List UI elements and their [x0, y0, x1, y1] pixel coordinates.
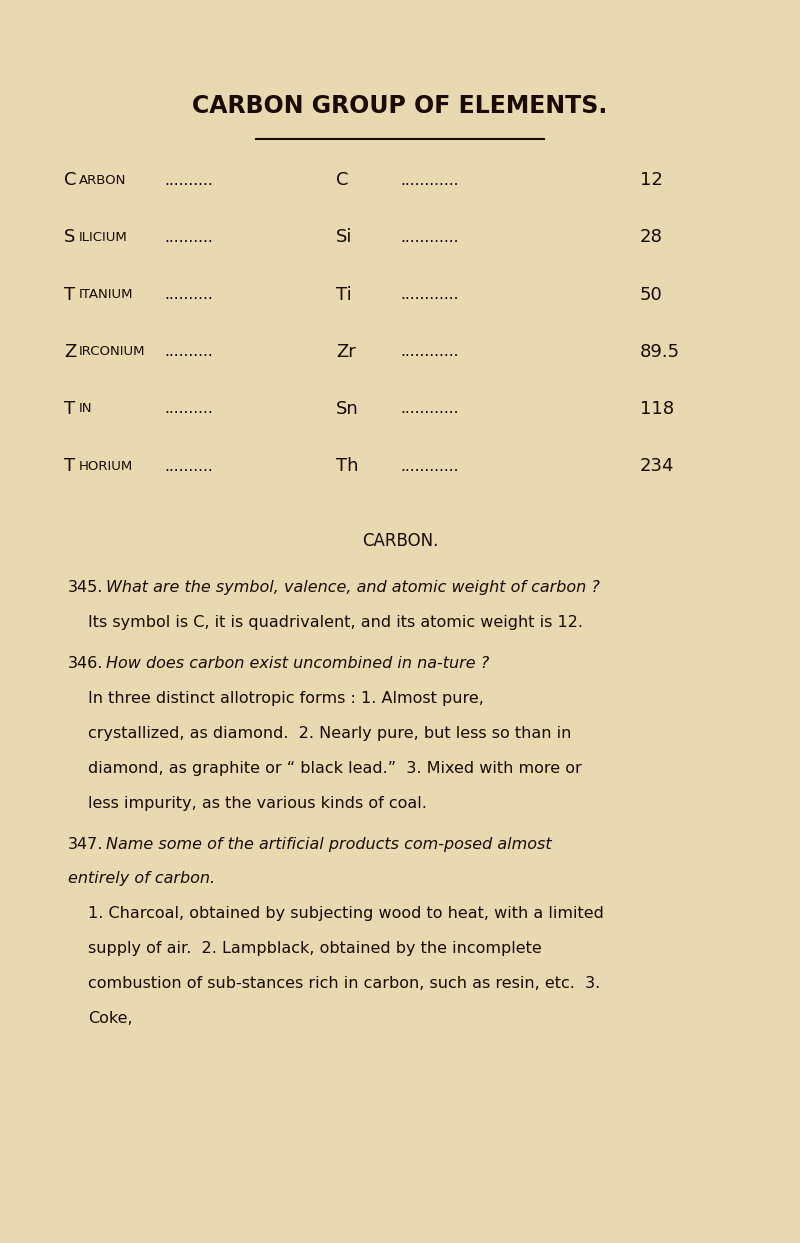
Text: diamond, as graphite or “ black lead.”  3. Mixed with more or: diamond, as graphite or “ black lead.” 3…: [88, 761, 582, 776]
Text: ............: ............: [400, 459, 458, 474]
Text: Name some of the artificial products com-posed almost: Name some of the artificial products com…: [106, 837, 552, 851]
Text: less impurity, as the various kinds of coal.: less impurity, as the various kinds of c…: [88, 796, 427, 810]
Text: ............: ............: [400, 344, 458, 359]
Text: S: S: [64, 229, 75, 246]
Text: 345.: 345.: [68, 580, 103, 595]
Text: ITANIUM: ITANIUM: [78, 288, 133, 301]
Text: combustion of sub-stances rich in carbon, such as resin, etc.  3.: combustion of sub-stances rich in carbon…: [88, 976, 600, 991]
Text: C: C: [336, 172, 349, 189]
Text: 234: 234: [640, 457, 674, 475]
Text: What are the symbol, valence, and atomic weight of carbon ?: What are the symbol, valence, and atomic…: [106, 580, 600, 595]
Text: 28: 28: [640, 229, 663, 246]
Text: 12: 12: [640, 172, 663, 189]
Text: Si: Si: [336, 229, 353, 246]
Text: ..........: ..........: [164, 459, 213, 474]
Text: Sn: Sn: [336, 400, 358, 418]
Text: 1. Charcoal, obtained by subjecting wood to heat, with a limited: 1. Charcoal, obtained by subjecting wood…: [88, 906, 604, 921]
Text: ..........: ..........: [164, 230, 213, 245]
Text: ............: ............: [400, 173, 458, 188]
Text: 50: 50: [640, 286, 662, 303]
Text: Zr: Zr: [336, 343, 356, 360]
Text: Th: Th: [336, 457, 358, 475]
Text: ............: ............: [400, 401, 458, 416]
Text: ..........: ..........: [164, 401, 213, 416]
Text: ............: ............: [400, 287, 458, 302]
Text: ............: ............: [400, 230, 458, 245]
Text: 118: 118: [640, 400, 674, 418]
Text: CARBON GROUP OF ELEMENTS.: CARBON GROUP OF ELEMENTS.: [192, 93, 608, 118]
Text: ..........: ..........: [164, 173, 213, 188]
Text: ..........: ..........: [164, 287, 213, 302]
Text: 346.: 346.: [68, 656, 103, 671]
Text: ..........: ..........: [164, 344, 213, 359]
Text: supply of air.  2. Lampblack, obtained by the incomplete: supply of air. 2. Lampblack, obtained by…: [88, 941, 542, 956]
Text: CARBON.: CARBON.: [362, 532, 438, 549]
Text: ILICIUM: ILICIUM: [78, 231, 127, 244]
Text: T: T: [64, 286, 75, 303]
Text: In three distinct allotropic forms : 1. Almost pure,: In three distinct allotropic forms : 1. …: [88, 691, 484, 706]
Text: C: C: [64, 172, 77, 189]
Text: entirely of carbon.: entirely of carbon.: [68, 871, 215, 886]
Text: IRCONIUM: IRCONIUM: [78, 346, 145, 358]
Text: HORIUM: HORIUM: [78, 460, 133, 472]
Text: Coke,: Coke,: [88, 1011, 133, 1025]
Text: 347.: 347.: [68, 837, 103, 851]
Text: How does carbon exist uncombined in na-ture ?: How does carbon exist uncombined in na-t…: [106, 656, 490, 671]
Text: T: T: [64, 400, 75, 418]
Text: Z: Z: [64, 343, 76, 360]
Text: T: T: [64, 457, 75, 475]
Text: ARBON: ARBON: [78, 174, 126, 186]
Text: Ti: Ti: [336, 286, 352, 303]
Text: crystallized, as diamond.  2. Nearly pure, but less so than in: crystallized, as diamond. 2. Nearly pure…: [88, 726, 571, 741]
Text: 89.5: 89.5: [640, 343, 680, 360]
Text: Its symbol is C, it is quadrivalent, and its atomic weight is 12.: Its symbol is C, it is quadrivalent, and…: [88, 615, 583, 630]
Text: IN: IN: [78, 403, 92, 415]
